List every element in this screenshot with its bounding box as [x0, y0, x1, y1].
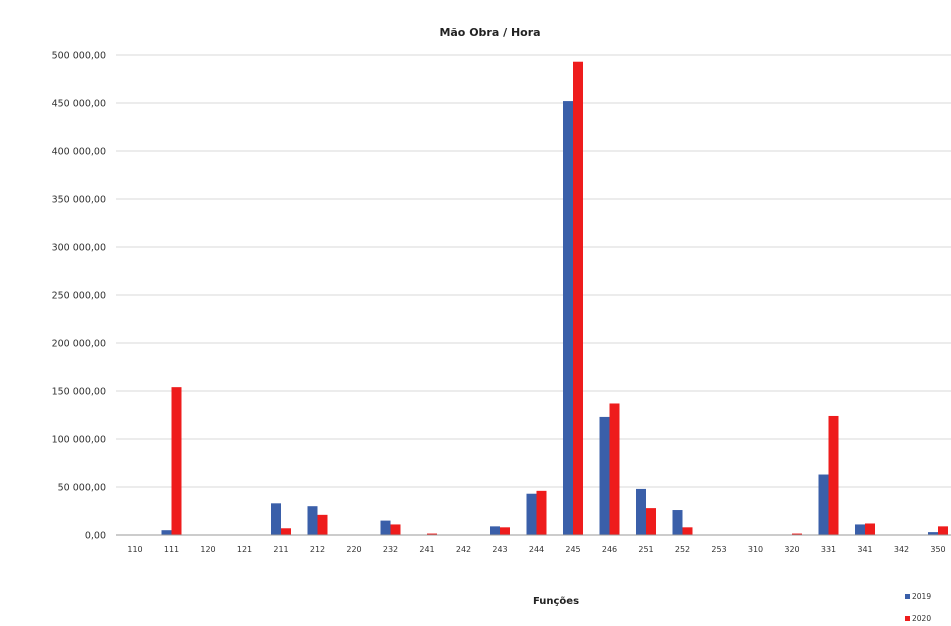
x-tick-label: 245 — [565, 545, 580, 554]
bar-2020-320 — [792, 533, 802, 535]
y-tick-label: 0,00 — [85, 531, 106, 542]
bar-2020-246 — [609, 403, 620, 535]
y-tick-label: 500 000,00 — [52, 51, 106, 62]
y-tick-label: 450 000,00 — [52, 99, 106, 110]
y-tick-label: 100 000,00 — [52, 435, 106, 446]
bar-2019-243 — [490, 526, 500, 535]
legend-label-2019: 2019 — [912, 592, 931, 601]
x-tick-label: 310 — [748, 545, 763, 554]
bar-2020-245 — [573, 61, 583, 535]
x-tick-label: 121 — [237, 545, 252, 554]
bar-2019-252 — [672, 510, 683, 535]
bar-2020-241 — [427, 533, 437, 535]
bar-2019-111 — [161, 530, 172, 535]
bar-2019-232 — [380, 520, 391, 535]
bar-2020-341 — [865, 523, 875, 535]
bar-2020-232 — [390, 524, 401, 535]
x-tick-label: 341 — [857, 545, 872, 554]
bar-2019-341 — [855, 524, 865, 535]
x-tick-label: 220 — [346, 545, 361, 554]
bar-2019-251 — [636, 488, 646, 535]
x-tick-label: 242 — [456, 545, 471, 554]
bar-2019-211 — [271, 503, 281, 535]
y-axis-tick-labels: 0,00 50 000,00 100 000,00 150 000,00 200 000… — [52, 51, 106, 542]
x-tick-label: 111 — [164, 545, 179, 554]
x-tick-label: 246 — [602, 545, 617, 554]
bar-2020-111 — [171, 387, 182, 535]
bar-2020-350 — [938, 526, 948, 535]
x-tick-label: 350 — [930, 545, 945, 554]
bar-2020-252 — [682, 527, 693, 535]
y-tick-label: 400 000,00 — [52, 147, 106, 158]
x-tick-label: 212 — [310, 545, 325, 554]
bar-2020-243 — [500, 527, 510, 535]
y-tick-label: 250 000,00 — [52, 291, 106, 302]
y-tick-label: 50 000,00 — [58, 483, 106, 494]
chart-title: Mão Obra / Hora — [439, 26, 540, 39]
y-tick-label: 200 000,00 — [52, 339, 106, 350]
bars — [125, 61, 948, 535]
bar-2019-245 — [563, 101, 573, 535]
bar-2020-251 — [646, 508, 656, 535]
x-tick-label: 320 — [784, 545, 799, 554]
x-tick-label: 331 — [821, 545, 836, 554]
bar-2020-331 — [828, 415, 839, 535]
bar-2019-244 — [526, 493, 537, 535]
bar-2020-211 — [281, 528, 291, 535]
x-tick-label: 241 — [419, 545, 434, 554]
x-tick-label: 252 — [675, 545, 690, 554]
bar-2019-212 — [307, 506, 318, 535]
x-tick-label: 253 — [711, 545, 726, 554]
x-tick-label: 110 — [127, 545, 142, 554]
x-tick-label: 243 — [492, 545, 507, 554]
legend-label-2020: 2020 — [912, 614, 931, 623]
bar-2019-246 — [599, 416, 610, 535]
bar-2020-244 — [536, 490, 547, 535]
legend-swatch-2019 — [905, 594, 910, 599]
x-tick-label: 120 — [200, 545, 215, 554]
bar-2019-350 — [928, 532, 938, 535]
y-tick-label: 150 000,00 — [52, 387, 106, 398]
x-axis-tick-labels: 110 111 120 121 211 212 220 232 241 242 243 244 245 2… — [127, 545, 945, 554]
x-tick-label: 342 — [894, 545, 909, 554]
gridlines — [116, 54, 951, 488]
x-tick-label: 244 — [529, 545, 544, 554]
x-tick-label: 232 — [383, 545, 398, 554]
bar-2020-212 — [317, 514, 328, 535]
y-tick-label: 300 000,00 — [52, 243, 106, 254]
x-tick-label: 251 — [638, 545, 653, 554]
x-tick-label: 211 — [273, 545, 288, 554]
y-tick-label: 350 000,00 — [52, 195, 106, 206]
bar-2019-331 — [818, 474, 829, 535]
legend-swatch-2020 — [905, 616, 910, 621]
x-axis-label: Funções — [533, 596, 579, 607]
legend: 2019 2020 — [905, 592, 931, 623]
